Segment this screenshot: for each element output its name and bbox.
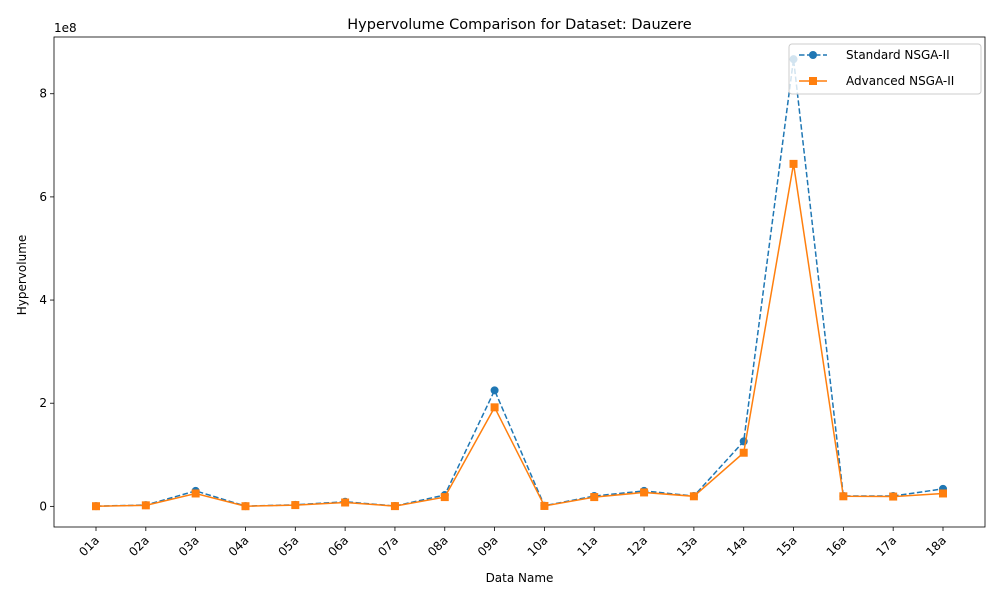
x-tick-label: 15a [774, 533, 800, 559]
y-tick-label: 0 [39, 499, 47, 513]
x-tick-label: 04a [226, 533, 252, 559]
x-tick-label: 08a [425, 533, 451, 559]
y-tick-label: 8 [39, 87, 47, 101]
y-tick-label: 6 [39, 190, 47, 204]
data-point-advanced-nsga-ii [540, 501, 549, 510]
y-tick-label: 2 [39, 396, 47, 410]
chart-title: Hypervolume Comparison for Dataset: Dauz… [347, 17, 692, 33]
data-point-advanced-nsga-ii [689, 492, 698, 501]
data-point-advanced-nsga-ii [939, 489, 947, 498]
data-point-advanced-nsga-ii [141, 501, 150, 510]
legend-label-standard-nsga-ii: Standard NSGA-II [846, 48, 950, 62]
data-point-advanced-nsga-ii [739, 448, 748, 457]
x-tick-label: 07a [375, 533, 401, 559]
data-point-advanced-nsga-ii [191, 489, 200, 498]
x-tick-label: 13a [674, 533, 700, 559]
data-point-advanced-nsga-ii [92, 502, 100, 511]
x-axis-label: Data Name [486, 571, 554, 585]
data-point-advanced-nsga-ii [440, 493, 449, 502]
data-point-standard-nsga-ii [490, 386, 499, 395]
x-tick-label: 16a [824, 533, 850, 559]
axes-frame [53, 36, 986, 528]
x-tick-label: 17a [873, 533, 899, 559]
x-tick-label: 03a [176, 533, 202, 559]
data-point-advanced-nsga-ii [490, 403, 499, 412]
axes-layer: 01a 02a 03a 04a 05a 06a 07a 08a 09a 10a 11a 12a 13a 1… [39, 36, 986, 559]
legend-label-advanced-nsga-ii: Advanced NSGA-II [846, 74, 954, 88]
data-point-advanced-nsga-ii [789, 159, 798, 168]
x-tick-label: 10a [525, 533, 551, 559]
y-scale-offset-label: 1e8 [54, 21, 77, 35]
data-point-advanced-nsga-ii [291, 501, 300, 510]
y-axis-label: Hypervolume [15, 235, 29, 316]
data-point-advanced-nsga-ii [839, 492, 848, 501]
data-point-advanced-nsga-ii [341, 498, 350, 507]
legend-marker-standard-nsga-ii [809, 51, 817, 59]
x-tick-label: 18a [923, 533, 949, 559]
data-point-advanced-nsga-ii [590, 493, 599, 502]
data-point-advanced-nsga-ii [390, 502, 399, 511]
legend-frame [788, 43, 982, 95]
x-tick-label: 14a [724, 533, 750, 559]
x-tick-label: 05a [276, 533, 302, 559]
data-point-advanced-nsga-ii [241, 502, 250, 511]
x-tick-label: 11a [574, 533, 600, 559]
y-tick-label: 4 [39, 293, 47, 307]
data-point-advanced-nsga-ii [889, 492, 898, 501]
x-tick-label: 06a [325, 533, 351, 559]
data-point-advanced-nsga-ii [640, 488, 649, 497]
series-layer [92, 55, 947, 511]
x-tick-label: 12a [624, 533, 650, 559]
series-line-advanced-nsga-ii [95, 163, 944, 507]
x-tick-label: 01a [76, 533, 102, 559]
x-tick-label: 02a [126, 533, 152, 559]
legend: Standard NSGA-II Advanced NSGA-II [788, 43, 982, 95]
legend-marker-advanced-nsga-ii [809, 77, 817, 85]
series-line-standard-nsga-ii [95, 59, 944, 507]
x-tick-label: 09a [475, 533, 501, 559]
